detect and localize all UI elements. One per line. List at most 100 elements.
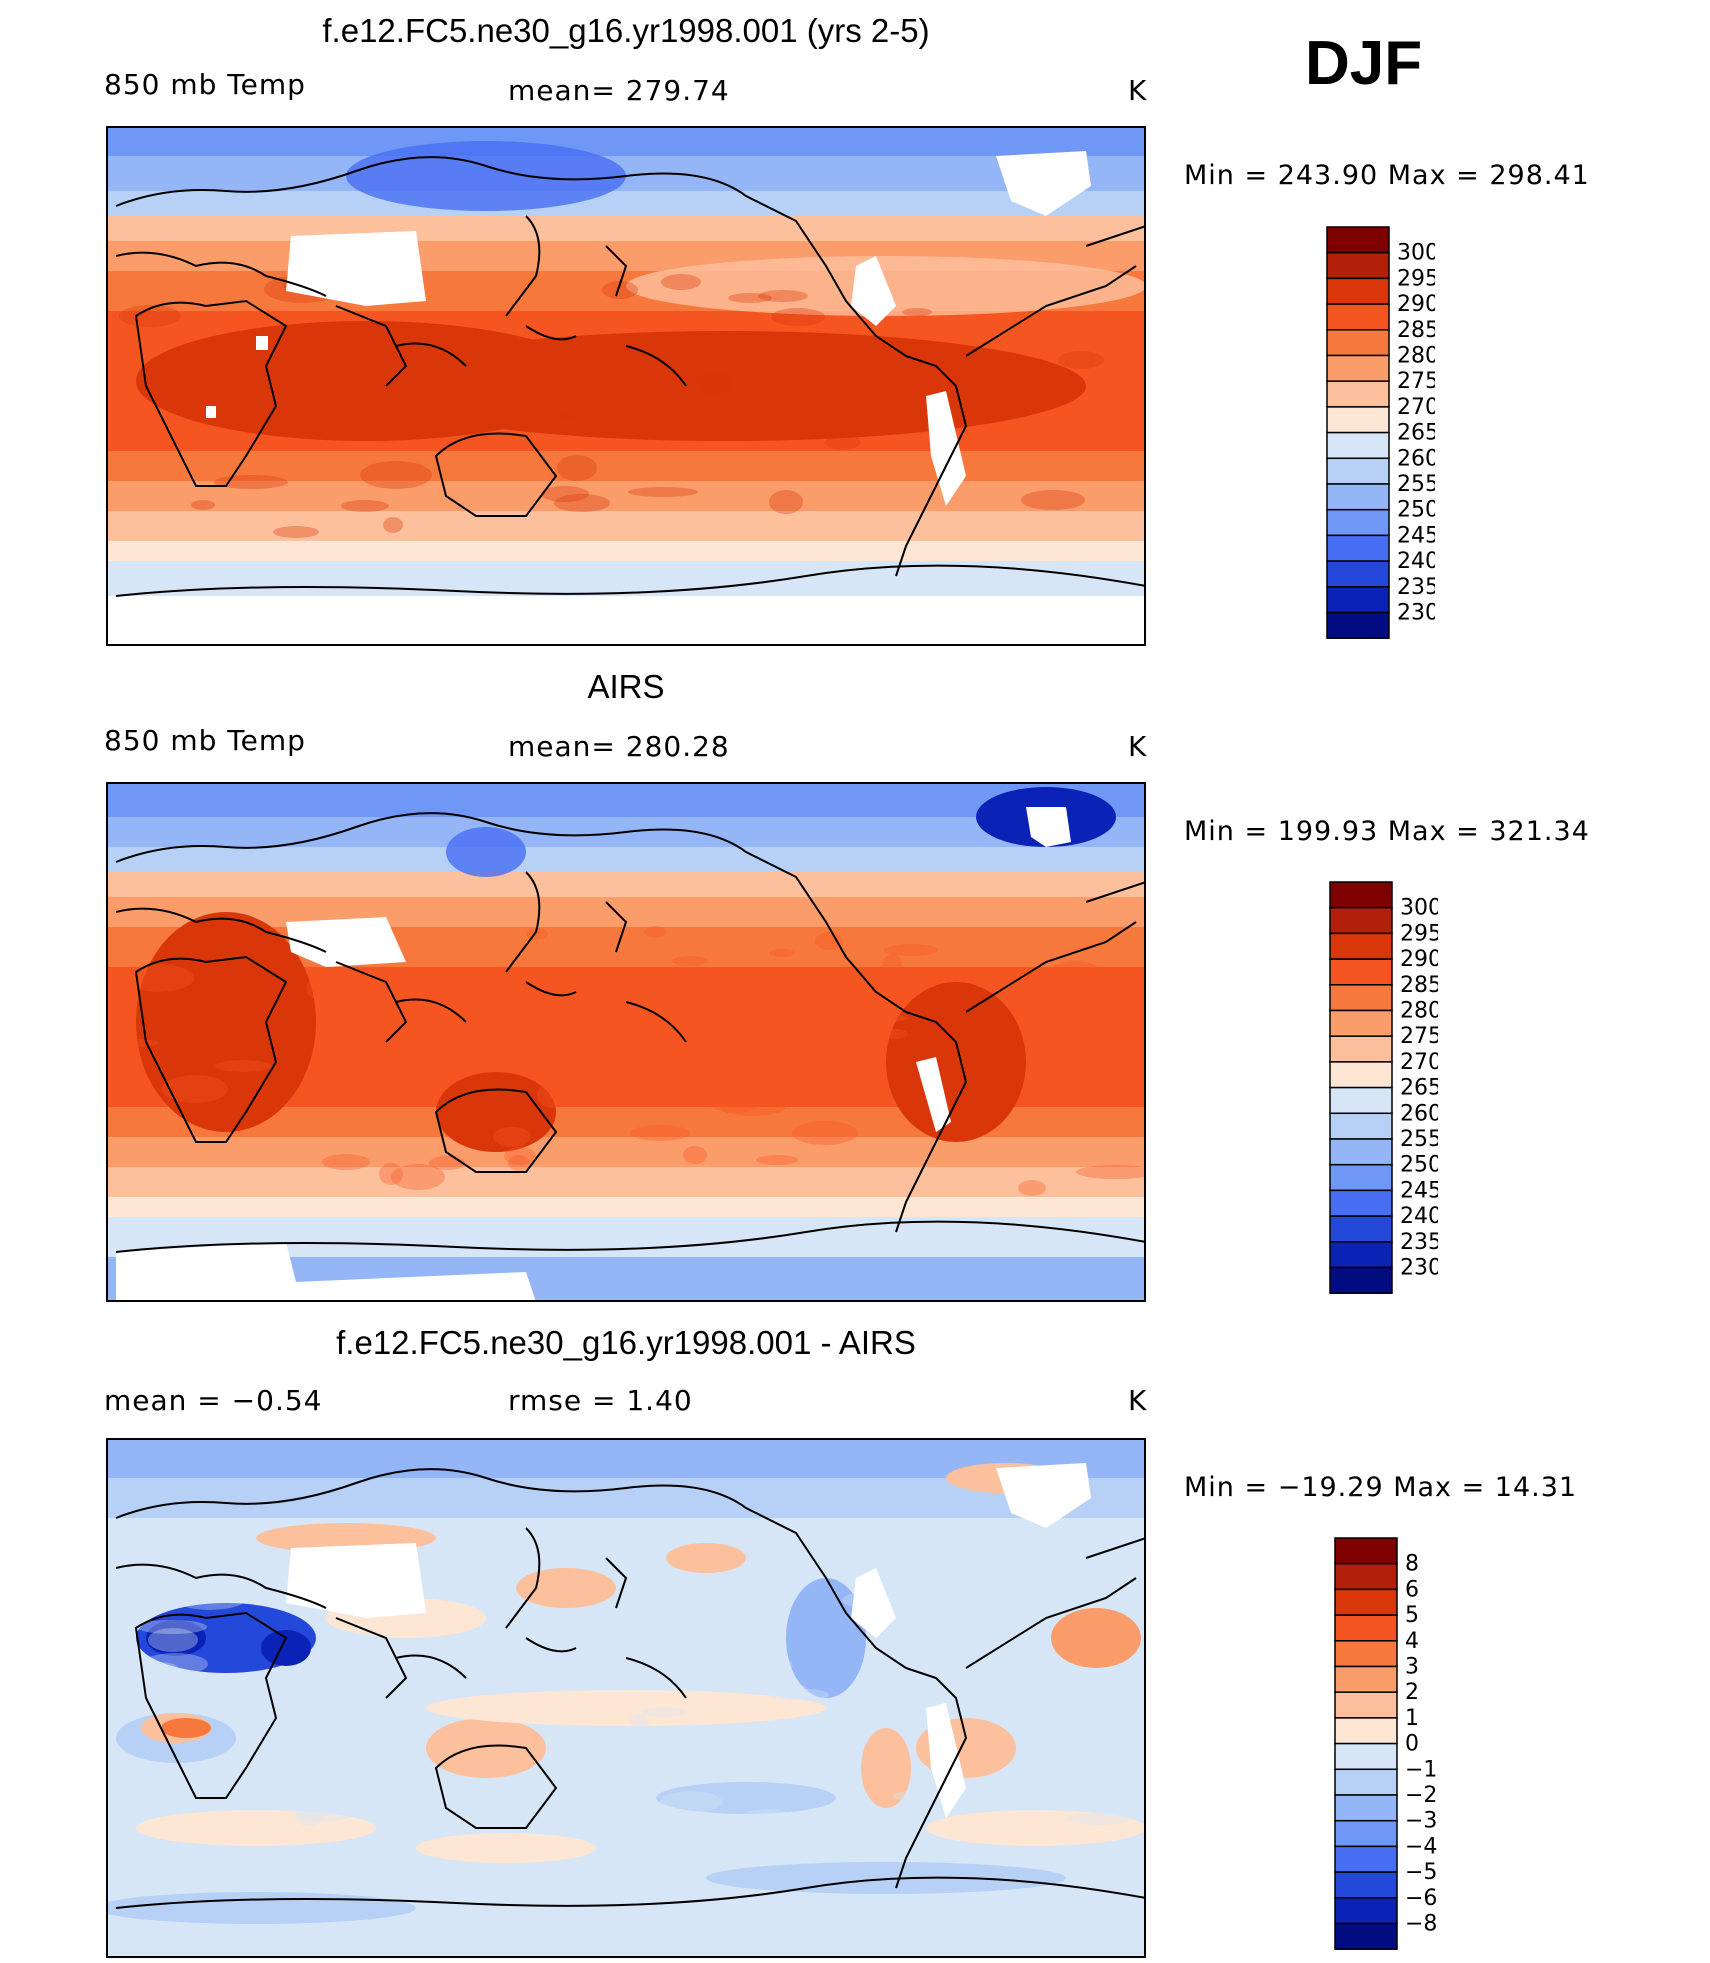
colorbar-box — [1334, 1588, 1398, 1616]
colorbar-tick-label: 290 — [1400, 947, 1438, 972]
panel-1-left-label: 850 mb Temp — [104, 68, 306, 101]
colorbar-tick-label: 240 — [1397, 549, 1435, 574]
panel-1-units: K — [1128, 74, 1148, 107]
colorbar-tick-label: 0 — [1405, 1732, 1419, 1757]
panel-3-map — [106, 1438, 1146, 1958]
colorbar-tick-label: 260 — [1397, 446, 1435, 471]
panel-2-units: K — [1128, 730, 1148, 763]
panel-1-title: f.e12.FC5.ne30_g16.yr1998.001 (yrs 2-5) — [322, 12, 930, 49]
colorbar-tick-label: 280 — [1400, 999, 1438, 1024]
colorbar-box — [1326, 534, 1390, 562]
panel-2-map — [106, 782, 1146, 1302]
season-label: DJF — [1305, 29, 1423, 98]
colorbar-tick-label: 260 — [1400, 1101, 1438, 1126]
colorbar-tick-label: 255 — [1400, 1127, 1438, 1152]
colorbar-tick-label: 290 — [1397, 292, 1435, 317]
colorbar-box — [1329, 1241, 1393, 1269]
colorbar-tick-label: −3 — [1405, 1809, 1437, 1834]
colorbar-tick-label: −6 — [1405, 1886, 1437, 1911]
colorbar-box — [1334, 1717, 1398, 1745]
colorbar-box — [1326, 251, 1390, 280]
colorbar-tick-label: 275 — [1400, 1024, 1438, 1049]
panel-1-colorbar: 3002952902852802752702652602552502452402… — [1326, 226, 1435, 639]
colorbar-box — [1326, 611, 1390, 639]
colorbar-box — [1329, 1061, 1393, 1089]
colorbar-box — [1334, 1922, 1398, 1950]
colorbar-tick-label: −5 — [1405, 1860, 1437, 1885]
colorbar-box — [1329, 958, 1393, 986]
colorbar-tick-label: 270 — [1400, 1050, 1438, 1075]
colorbar-tick-label: 255 — [1397, 472, 1435, 497]
colorbar-box — [1329, 1189, 1393, 1217]
colorbar-tick-label: 270 — [1397, 395, 1435, 420]
colorbar-box — [1326, 354, 1390, 382]
panel-3-left-label: mean = −0.54 — [104, 1384, 323, 1417]
colorbar-box — [1334, 1665, 1398, 1693]
colorbar-box — [1329, 1086, 1393, 1115]
colorbar-box — [1326, 406, 1390, 434]
colorbar-box — [1334, 1845, 1398, 1873]
colorbar-box — [1334, 1742, 1398, 1771]
colorbar-tick-label: 8 — [1405, 1552, 1419, 1577]
colorbar-tick-label: 5 — [1405, 1603, 1419, 1628]
colorbar-tick-label: 295 — [1400, 921, 1438, 946]
colorbar-tick-label: −1 — [1405, 1757, 1437, 1782]
colorbar-tick-label: −2 — [1405, 1783, 1437, 1808]
colorbar-box — [1329, 881, 1393, 909]
colorbar-tick-label: 300 — [1400, 896, 1438, 921]
colorbar-tick-label: 4 — [1405, 1629, 1419, 1654]
colorbar-box — [1329, 1009, 1393, 1037]
colorbar-tick-label: 285 — [1400, 973, 1438, 998]
colorbar-box — [1326, 380, 1390, 408]
colorbar-tick-label: 265 — [1400, 1076, 1438, 1101]
colorbar-tick-label: 6 — [1405, 1577, 1419, 1602]
colorbar-tick-label: −8 — [1405, 1912, 1437, 1937]
colorbar-tick-label: 285 — [1397, 318, 1435, 343]
panel-2-minmax: Min = 199.93 Max = 321.34 — [1184, 816, 1590, 847]
colorbar-tick-label: 240 — [1400, 1204, 1438, 1229]
colorbar-box — [1334, 1614, 1398, 1642]
colorbar-tick-label: 1 — [1405, 1706, 1419, 1731]
colorbar-tick-label: 250 — [1400, 1153, 1438, 1178]
colorbar-box — [1334, 1768, 1398, 1796]
colorbar-tick-label: 245 — [1397, 523, 1435, 548]
colorbar-box — [1329, 1035, 1393, 1063]
panel-1-minmax: Min = 243.90 Max = 298.41 — [1184, 160, 1590, 191]
colorbar-tick-label: 300 — [1397, 241, 1435, 266]
colorbar-tick-label: 3 — [1405, 1655, 1419, 1680]
colorbar-box — [1326, 586, 1390, 614]
colorbar-box — [1326, 226, 1390, 254]
panel-2-title: AIRS — [587, 668, 665, 705]
colorbar-box — [1334, 1794, 1398, 1822]
colorbar-box — [1329, 1215, 1393, 1243]
colorbar-tick-label: 230 — [1397, 601, 1435, 626]
colorbar-box — [1326, 277, 1390, 305]
colorbar-box — [1329, 1112, 1393, 1140]
colorbar-box — [1329, 1163, 1393, 1192]
colorbar-box — [1326, 483, 1390, 511]
colorbar-tick-label: 245 — [1400, 1178, 1438, 1203]
colorbar-tick-label: 2 — [1405, 1680, 1419, 1705]
colorbar-tick-label: 230 — [1400, 1256, 1438, 1281]
colorbar-box — [1329, 984, 1393, 1012]
colorbar-box — [1329, 1138, 1393, 1166]
colorbar-box — [1326, 457, 1390, 485]
panel-2-left-label: 850 mb Temp — [104, 724, 306, 757]
colorbar-tick-label: 235 — [1397, 575, 1435, 600]
panel-3-center-label: rmse = 1.40 — [508, 1384, 693, 1417]
colorbar-tick-label: 250 — [1397, 498, 1435, 523]
colorbar-box — [1334, 1871, 1398, 1899]
colorbar-box — [1326, 431, 1390, 460]
colorbar-box — [1334, 1537, 1398, 1565]
panel-3-title: f.e12.FC5.ne30_g16.yr1998.001 - AIRS — [336, 1324, 916, 1361]
colorbar-box — [1334, 1691, 1398, 1719]
colorbar-box — [1334, 1562, 1398, 1591]
colorbar-box — [1329, 906, 1393, 935]
panel-1-center-label: mean= 279.74 — [508, 74, 730, 107]
panel-3-minmax: Min = −19.29 Max = 14.31 — [1184, 1472, 1578, 1503]
panel-2-center-label: mean= 280.28 — [508, 730, 730, 763]
colorbar-tick-label: 295 — [1397, 266, 1435, 291]
